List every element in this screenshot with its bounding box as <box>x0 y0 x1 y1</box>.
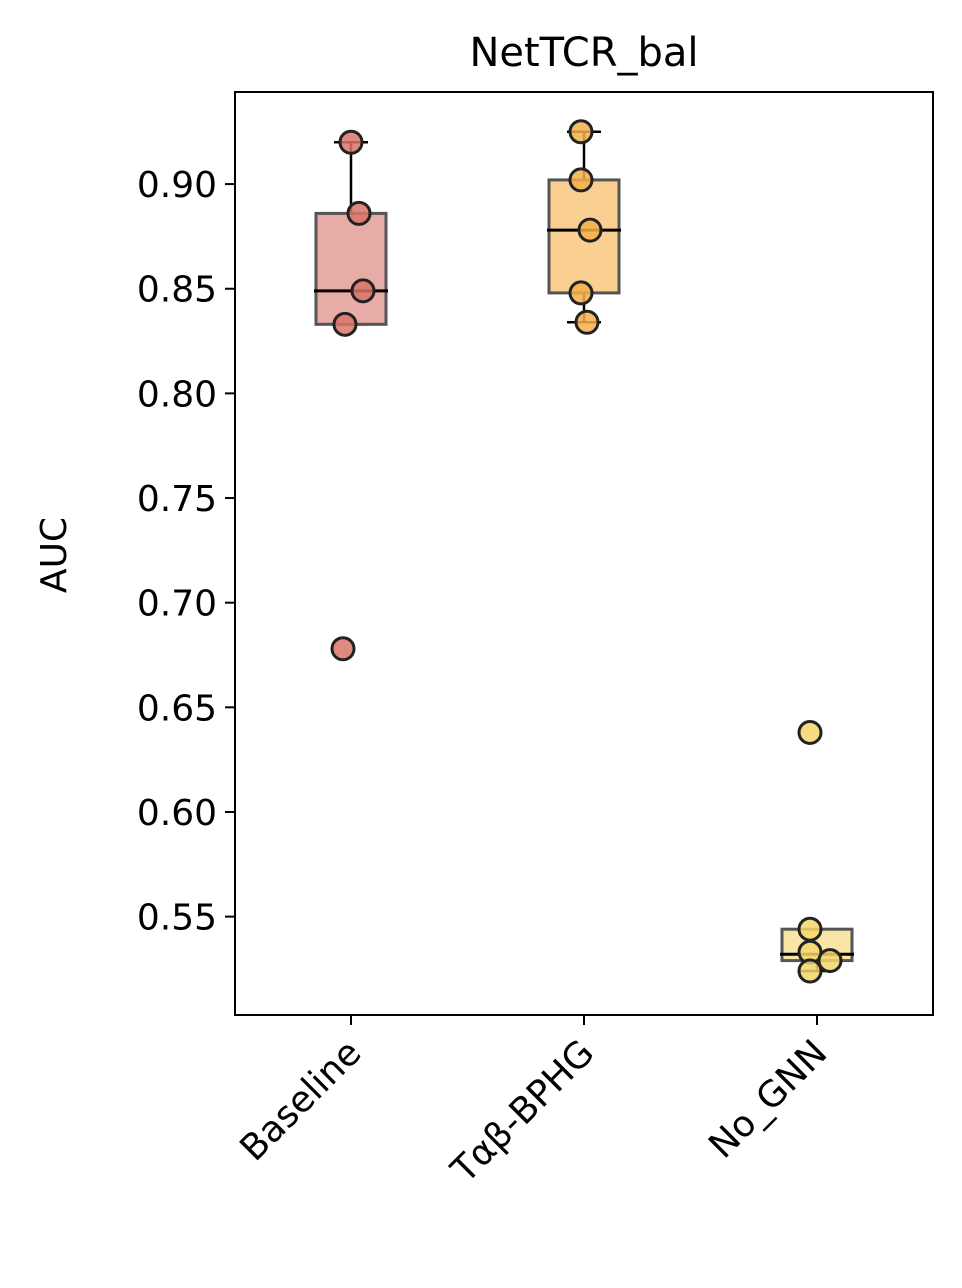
box-iqr <box>314 211 388 326</box>
x-tick-label: Baseline <box>232 1032 369 1169</box>
chart-title: NetTCR_bal <box>469 30 698 76</box>
y-tick-label: 0.85 <box>137 270 217 311</box>
data-point <box>330 636 356 662</box>
data-point <box>350 278 376 304</box>
data-point <box>346 200 372 226</box>
data-point <box>577 217 603 243</box>
y-tick-label: 0.60 <box>137 793 217 834</box>
data-point <box>797 719 823 745</box>
data-point <box>338 129 364 155</box>
y-tick-label: 0.90 <box>137 165 217 206</box>
data-point <box>797 916 823 942</box>
data-point <box>797 958 823 984</box>
y-tick-label: 0.55 <box>137 898 217 939</box>
x-tick-label: No_GNN <box>701 1032 835 1166</box>
data-point <box>568 167 594 193</box>
y-axis-label: AUC <box>34 517 75 593</box>
data-point <box>568 119 594 145</box>
y-tick-label: 0.70 <box>137 584 217 625</box>
data-point <box>817 948 843 974</box>
y-tick-label: 0.80 <box>137 374 217 415</box>
y-tick-label: 0.65 <box>137 688 217 729</box>
data-point <box>568 280 594 306</box>
y-tick-label: 0.75 <box>137 479 217 520</box>
x-tick-label: Tαβ-BPHG <box>443 1032 602 1191</box>
data-point <box>332 311 358 337</box>
data-point <box>574 309 600 335</box>
plot-area <box>314 119 854 984</box>
